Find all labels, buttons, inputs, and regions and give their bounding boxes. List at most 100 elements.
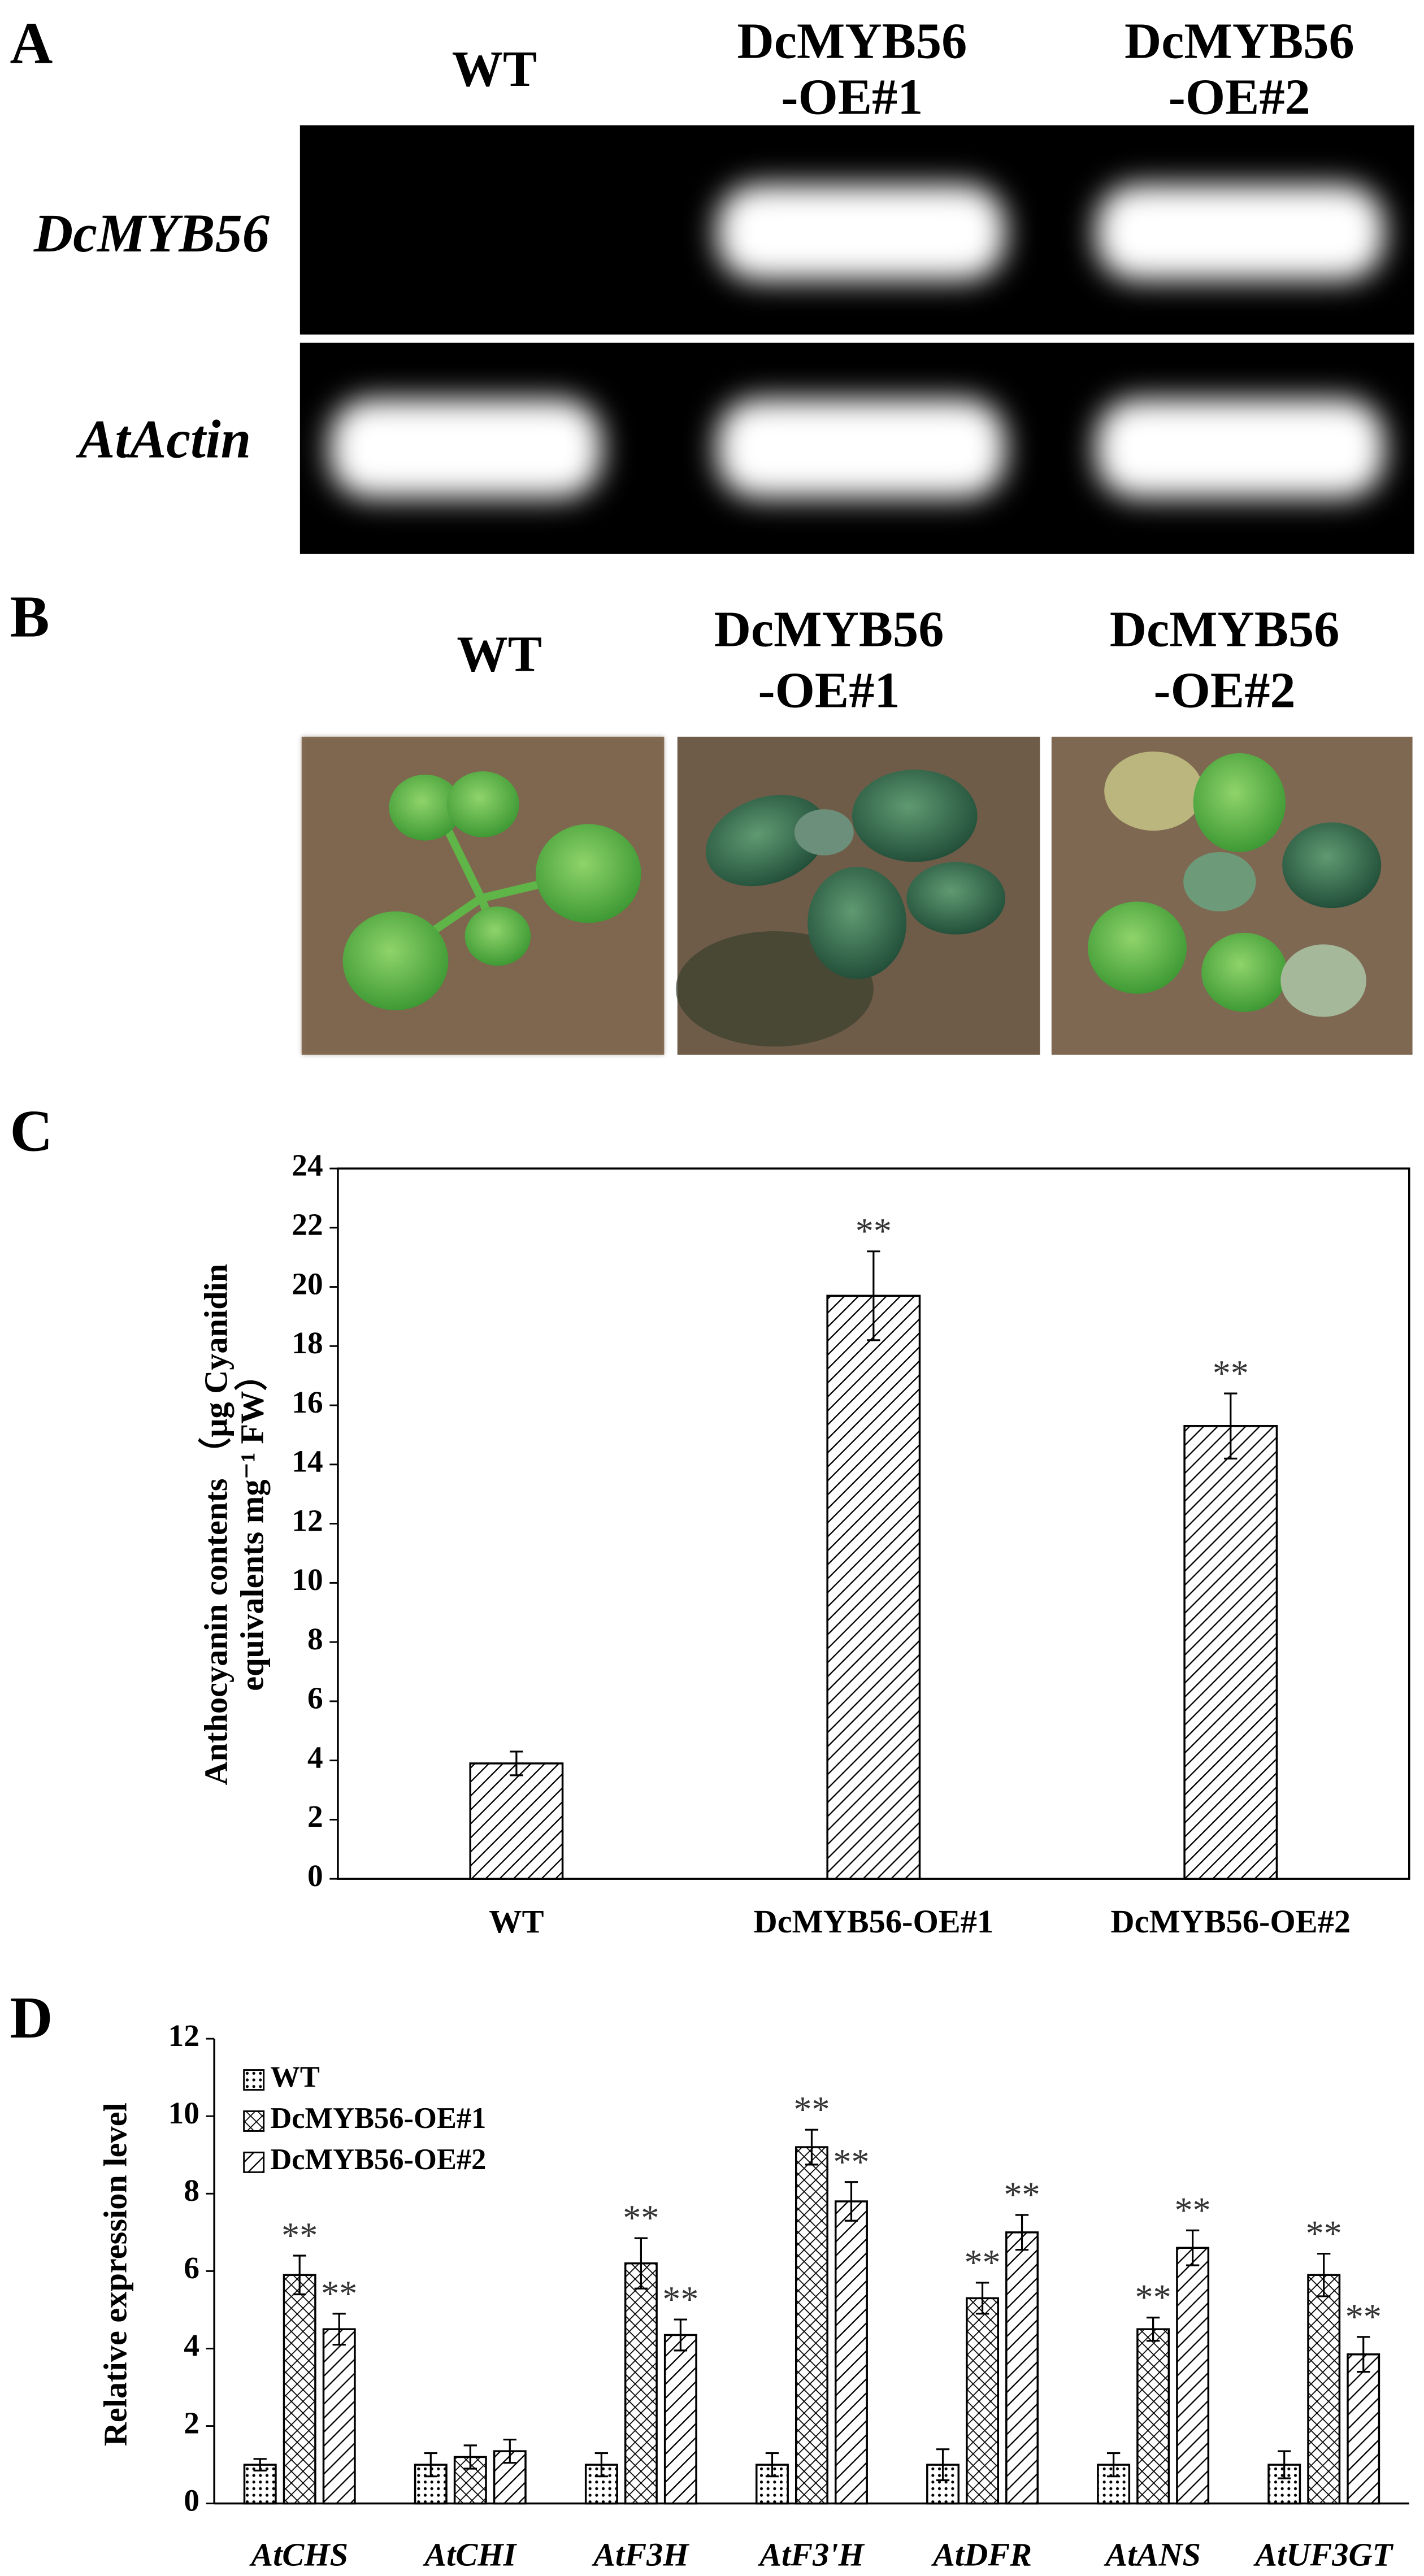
significance-label: ** [623, 2198, 659, 2238]
significance-label: ** [281, 2216, 318, 2256]
x-tick-label: AtCHI [422, 2536, 517, 2573]
bar [624, 2262, 658, 2505]
y-tick-label: 24 [292, 1148, 323, 1183]
x-tick-label: AtDFR [931, 2536, 1032, 2573]
error-bar [1186, 2229, 1200, 2266]
column-header: WT [452, 40, 537, 97]
panel-label: C [10, 1098, 53, 1164]
y-tick-label: 16 [292, 1385, 323, 1419]
gel-band [1096, 398, 1384, 498]
row-label: AtActin [76, 409, 251, 470]
bar [283, 2274, 316, 2505]
x-tick-label: AtCHS [249, 2536, 348, 2573]
y-tick-label: 12 [292, 1503, 323, 1537]
y-tick-label: 8 [184, 2173, 199, 2208]
y-tick-label: 18 [292, 1326, 323, 1360]
significance-label: ** [1004, 2175, 1040, 2215]
significance-label: ** [833, 2141, 869, 2182]
column-header: DcMYB56 [714, 601, 944, 658]
panel-label: D [10, 1984, 53, 2051]
legend-swatch [243, 2110, 265, 2132]
x-tick-label: DcMYB56-OE#2 [1111, 1903, 1351, 1940]
error-bar [510, 1750, 523, 1776]
error-bar [1317, 2252, 1331, 2297]
column-header: -OE#2 [1169, 68, 1310, 125]
gel-band [1096, 184, 1384, 280]
bar [1307, 2274, 1341, 2505]
significance-label: ** [793, 2090, 830, 2130]
y-tick-label: 6 [184, 2251, 199, 2285]
error-bar [1357, 2336, 1370, 2373]
bar [966, 2297, 999, 2505]
y-tick-label: 0 [184, 2483, 199, 2517]
bar [1005, 2231, 1039, 2505]
error-bar [634, 2237, 648, 2290]
bar [1347, 2353, 1380, 2505]
y-tick-label: 10 [292, 1562, 323, 1597]
x-tick-label: AtUF3GT [1253, 2536, 1393, 2573]
bar [663, 2334, 697, 2505]
bar [322, 2328, 356, 2505]
error-bar [332, 2313, 346, 2346]
legend-label: DcMYB56-OE#2 [270, 2143, 486, 2176]
error-bar [424, 2452, 437, 2478]
significance-label: ** [1306, 2213, 1342, 2253]
column-header: DcMYB56 [1110, 601, 1340, 658]
y-axis-label: Relative expression level [97, 2102, 133, 2446]
y-tick-label: 2 [184, 2405, 199, 2440]
y-tick-label: 2 [307, 1799, 323, 1834]
gel-band [329, 398, 602, 498]
y-tick-label: 14 [292, 1444, 323, 1479]
y-tick-label: 0 [307, 1858, 323, 1893]
significance-label: ** [964, 2243, 1000, 2283]
error-bar [936, 2448, 950, 2482]
error-bar [1015, 2214, 1029, 2251]
error-bar [674, 2318, 688, 2352]
y-axis-label: equivalents mg⁻¹ FW） [233, 1358, 270, 1691]
error-bar [253, 2458, 267, 2472]
panel-label: A [10, 10, 53, 76]
error-bar [805, 2128, 819, 2166]
bar [835, 2200, 868, 2505]
row-label: DcMYB56 [33, 203, 270, 263]
error-bar [1146, 2317, 1160, 2342]
column-header: -OE#2 [1154, 662, 1296, 719]
significance-label: ** [1345, 2296, 1382, 2336]
y-tick-label: 6 [307, 1681, 323, 1715]
bar [826, 1294, 921, 1880]
error-bar [293, 2254, 306, 2296]
plant-photo [301, 736, 665, 1055]
column-header: -OE#1 [781, 68, 923, 125]
gel-band [717, 184, 1006, 280]
significance-label: ** [1213, 1353, 1249, 1393]
x-tick-label: AtANS [1103, 2536, 1201, 2573]
significance-label: ** [662, 2279, 698, 2319]
y-tick-label: 10 [168, 2096, 199, 2130]
column-header: WT [457, 625, 542, 682]
x-tick-label: DcMYB56-OE#1 [754, 1903, 993, 1940]
legend-label: WT [270, 2061, 320, 2093]
error-bar [1106, 2452, 1121, 2478]
error-bar [844, 2181, 858, 2222]
column-header: -OE#1 [758, 662, 900, 719]
y-tick-label: 4 [184, 2328, 199, 2362]
error-bar [503, 2438, 516, 2464]
significance-label: ** [1135, 2277, 1171, 2317]
y-tick-label: 8 [307, 1622, 323, 1656]
legend-swatch [243, 2151, 265, 2173]
column-header: DcMYB56 [1125, 12, 1354, 69]
significance-label: ** [321, 2273, 357, 2313]
significance-label: ** [856, 1211, 892, 1251]
error-bar [463, 2444, 477, 2470]
bar [1176, 2247, 1210, 2505]
y-tick-label: 20 [292, 1266, 323, 1301]
column-header: DcMYB56 [737, 12, 967, 69]
error-bar [975, 2282, 989, 2315]
gel-band [717, 398, 1006, 498]
bar [469, 1762, 564, 1880]
error-bar [1278, 2450, 1291, 2479]
legend-label: DcMYB56-OE#1 [270, 2102, 486, 2135]
x-tick-label: WT [489, 1903, 544, 1940]
